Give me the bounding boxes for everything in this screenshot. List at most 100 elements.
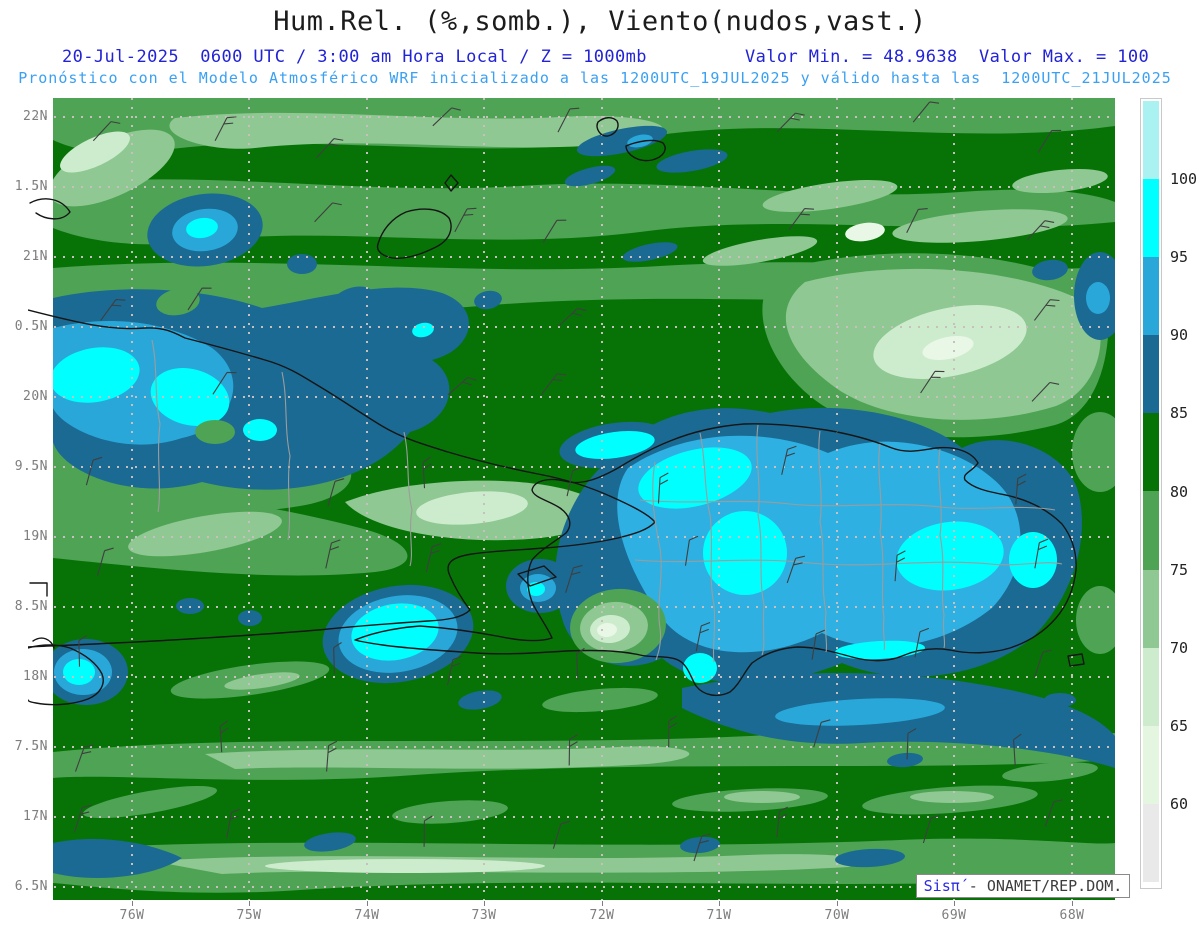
colorbar-tick-label: 95 (1170, 248, 1189, 267)
colorbar (1140, 98, 1162, 889)
wind-barb-icon (432, 107, 461, 127)
wind-barb-icon (914, 627, 930, 658)
wind-barb-icon (657, 472, 669, 504)
wind-barb-icon (96, 547, 114, 576)
lon-tick-label: 76W (119, 908, 145, 923)
wind-barb-icon (894, 550, 906, 582)
wind-barb-icon (314, 202, 342, 223)
colorbar-tick-label: 100 (1170, 170, 1198, 189)
lon-tick-label: 74W (354, 908, 380, 923)
wind-barb-icon (1034, 649, 1053, 678)
jamaica-coastline (28, 644, 104, 706)
map-title: Hum.Rel. (%,somb.), Viento(nudos,vast.) (273, 6, 927, 37)
lon-tick (602, 901, 603, 906)
lon-tick-label: 70W (824, 908, 850, 923)
province-borders (151, 339, 1063, 663)
colorbar-segment (1143, 179, 1159, 258)
wind-barb-icon (668, 715, 678, 748)
lat-tick-label: 9.5N (14, 459, 48, 474)
colorbar-tick-label: 75 (1170, 560, 1189, 579)
wind-barb-icon (906, 728, 917, 760)
lon-tick-label: 75W (236, 908, 262, 923)
wind-barb-icon (85, 456, 103, 486)
model-init-line: Pronóstico con el Modelo Atmosférico WRF… (18, 69, 1172, 87)
wind-barb-icon (558, 307, 587, 327)
wind-barb-icon (422, 456, 432, 489)
lon-tick (484, 901, 485, 906)
wind-barb-icon (425, 543, 442, 573)
wind-barb-icon (557, 107, 580, 133)
lat-tick-label: 6.5N (14, 879, 48, 894)
colorbar-segment (1143, 491, 1159, 570)
wind-barb-icon (1015, 473, 1027, 505)
wind-barb-icon (568, 734, 578, 766)
colorbar-segment (1143, 101, 1159, 180)
wind-barb-icon (187, 287, 212, 311)
lon-tick (132, 901, 133, 906)
lat-tick-label: 18N (23, 669, 48, 684)
wind-barb-icon (1033, 299, 1060, 321)
wind-barb-icon (788, 207, 815, 230)
lat-tick-label: 1.5N (14, 179, 48, 194)
wind-barb-icon (100, 299, 126, 321)
attribution-text: - ONAMET/REP.DOM. (959, 877, 1123, 895)
wind-barb-icon (326, 740, 338, 772)
colorbar-tick-label: 90 (1170, 326, 1189, 345)
lat-tick-label: 17N (23, 809, 48, 824)
lat-tick-label: 22N (23, 109, 48, 124)
lat-tick-label: 21N (23, 249, 48, 264)
wind-barb-icon (813, 719, 831, 748)
colorbar-segment (1143, 257, 1159, 336)
wind-barb-icon (327, 478, 345, 507)
wind-barb-icon (454, 207, 477, 233)
turks-islands-coastline (596, 117, 666, 162)
small-island-outline (444, 174, 459, 192)
lon-tick (1072, 901, 1073, 906)
wind-barb-icon (684, 535, 699, 566)
colorbar-tick-label: 80 (1170, 482, 1189, 501)
wind-barb-icon (1037, 129, 1062, 153)
wind-barb-icon (776, 112, 805, 133)
valor-min-max: Valor Min. = 48.9638 Valor Max. = 100 (745, 47, 1150, 67)
wind-barb-icon (1044, 799, 1063, 827)
wind-barb-icon (693, 833, 711, 862)
lon-tick-label: 68W (1059, 908, 1085, 923)
wind-barb-icon (1013, 733, 1022, 766)
lon-tick (719, 901, 720, 906)
wind-barb-icon (333, 642, 342, 674)
wind-barb-icon (576, 647, 585, 680)
wind-barb-icon (542, 219, 567, 243)
lat-tick-label: 19N (23, 529, 48, 544)
wind-barb-icon (446, 655, 462, 686)
wind-barb-icon (1034, 538, 1049, 569)
saona-island-coastline (1067, 653, 1085, 667)
lon-tick-label: 69W (941, 908, 967, 923)
colorbar-tick-label: 85 (1170, 404, 1189, 423)
wind-barb-icon (219, 720, 229, 753)
colorbar-tick-label: 65 (1170, 716, 1189, 735)
wind-barb-icon (566, 466, 582, 497)
wind-barb-icon (74, 744, 94, 772)
cuba-nw-coast-hook (29, 198, 71, 220)
wind-barb-icon (552, 820, 571, 849)
weather-map (28, 98, 1115, 900)
wind-barb-icon (1026, 220, 1055, 241)
wind-barb-icon (212, 371, 237, 395)
humidity-shading (53, 98, 1115, 900)
wind-barb-icon (920, 370, 945, 394)
wind-barb-icon (226, 808, 241, 839)
wind-barb-icon (565, 564, 583, 593)
wind-barb-icon (781, 445, 797, 475)
wind-barb-icon (786, 555, 805, 584)
colorbar-segment (1143, 725, 1159, 804)
cay-coast-hook (29, 582, 55, 649)
cuba-coastline (28, 309, 656, 648)
colorbar-segment (1143, 413, 1159, 492)
colorbar-segment (1143, 803, 1159, 882)
wind-barb-icon (922, 815, 941, 844)
lat-tick-label: 8.5N (14, 599, 48, 614)
wind-barb-icon (92, 121, 121, 142)
wind-barb-icon (447, 376, 477, 396)
wind-barb-icon (540, 373, 567, 396)
